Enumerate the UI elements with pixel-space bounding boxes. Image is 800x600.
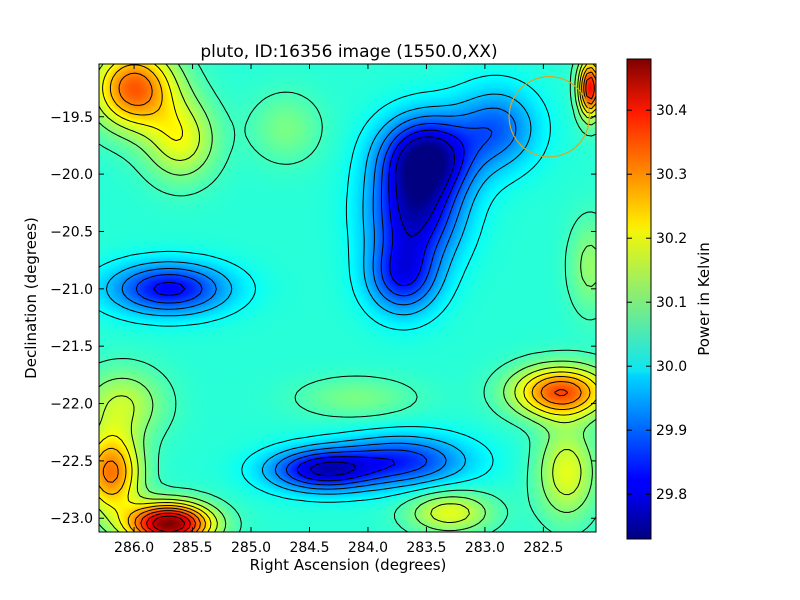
y-tick-label: −22.5 [50, 454, 93, 470]
x-axis-label: Right Ascension (degrees) [250, 556, 447, 574]
x-tick-label: 282.5 [523, 540, 563, 556]
y-tick-label: −23.0 [50, 511, 93, 527]
contour-line-2 [135, 123, 493, 486]
contour-line-0 [310, 136, 455, 477]
colorbar-ticks: 29.8 29.9 30.0 30.1 30.2 30.3 30.4 [627, 103, 687, 503]
x-tick-label: 286.0 [114, 540, 154, 556]
y-tick-label: −19.5 [50, 110, 93, 126]
contour-line-11 [102, 71, 597, 533]
colorbar-gradient [626, 58, 652, 540]
source-marker-circle [508, 76, 590, 158]
x-tick-label: 283.5 [406, 540, 446, 556]
colorbar: 29.8 29.9 30.0 30.1 30.2 30.3 30.4 Power in Ke… [626, 58, 713, 540]
x-tick-label: 284.0 [348, 540, 388, 556]
x-axis: 286.0 285.5 285.0 284.5 284.0 283.5 283.0 282.5 [114, 64, 563, 556]
colorbar-tick-label: 30.4 [656, 103, 687, 119]
contour-line-14 [152, 515, 186, 533]
plot-area [98, 63, 597, 533]
contour-line-12 [140, 76, 595, 533]
heatmap-image [99, 64, 596, 532]
contour-line-3 [121, 107, 517, 490]
x-tick-label: 285.5 [173, 540, 213, 556]
contour-lines [98, 63, 597, 533]
contour-line-8 [98, 63, 597, 533]
y-tick-label: −20.0 [50, 167, 93, 183]
colorbar-tick-label: 29.8 [656, 487, 687, 503]
contour-line-9 [98, 63, 597, 533]
colorbar-tick-label: 30.0 [656, 359, 687, 375]
chart-title: pluto, ID:16356 image (1550.0,XX) [200, 42, 497, 62]
x-tick-label: 285.0 [231, 540, 271, 556]
colorbar-tick-label: 30.2 [656, 231, 687, 247]
x-tick-label: 283.0 [465, 540, 505, 556]
y-tick-label: −20.5 [50, 224, 93, 240]
colorbar-tick-label: 30.1 [656, 295, 687, 311]
x-tick-label: 284.5 [289, 540, 329, 556]
y-axis-label: Declination (degrees) [22, 217, 40, 379]
y-axis: −19.5 −20.0 −20.5 −21.0 −21.5 −22.0 −22.5 −23.0 [50, 110, 596, 527]
y-tick-label: −21.5 [50, 339, 93, 355]
colorbar-label: Power in Kelvin [695, 242, 713, 356]
y-tick-label: −22.0 [50, 397, 93, 413]
plot-frame [98, 63, 597, 533]
contour-line-7 [98, 63, 597, 533]
y-tick-label: −21.0 [50, 282, 93, 298]
contour-line-5 [98, 74, 551, 503]
contour-line-4 [106, 93, 532, 495]
contour-line-1 [153, 129, 465, 482]
colorbar-tick-label: 29.9 [656, 423, 687, 439]
colorbar-tick-label: 30.3 [656, 167, 687, 183]
